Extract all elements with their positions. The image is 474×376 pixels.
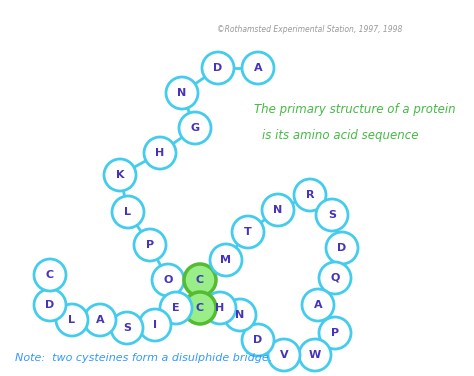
Text: D: D [213, 63, 223, 73]
Circle shape [299, 339, 331, 371]
Circle shape [104, 159, 136, 191]
Text: H: H [215, 303, 225, 313]
Text: I: I [153, 320, 157, 330]
Circle shape [56, 304, 88, 336]
Text: A: A [96, 315, 104, 325]
Text: Note:  two cysteines form a disulphide bridge.: Note: two cysteines form a disulphide br… [15, 353, 272, 363]
Text: A: A [314, 300, 322, 310]
Text: P: P [331, 328, 339, 338]
Text: O: O [164, 275, 173, 285]
Circle shape [232, 216, 264, 248]
Text: D: D [337, 243, 346, 253]
Text: D: D [254, 335, 263, 345]
Text: C: C [196, 275, 204, 285]
Circle shape [224, 299, 256, 331]
Circle shape [210, 244, 242, 276]
Circle shape [326, 232, 358, 264]
Circle shape [319, 317, 351, 349]
Text: S: S [328, 210, 336, 220]
Circle shape [204, 292, 236, 324]
Circle shape [268, 339, 300, 371]
Text: is its amino acid sequence: is its amino acid sequence [262, 129, 418, 141]
Circle shape [34, 259, 66, 291]
Circle shape [184, 264, 216, 296]
Text: E: E [172, 303, 180, 313]
Circle shape [262, 194, 294, 226]
Text: D: D [46, 300, 55, 310]
Text: G: G [191, 123, 200, 133]
Text: V: V [280, 350, 288, 360]
Text: L: L [125, 207, 131, 217]
Text: N: N [177, 88, 187, 98]
Circle shape [160, 292, 192, 324]
Circle shape [179, 112, 211, 144]
Text: T: T [244, 227, 252, 237]
Text: M: M [220, 255, 231, 265]
Circle shape [139, 309, 171, 341]
Circle shape [84, 304, 116, 336]
Circle shape [242, 52, 274, 84]
Circle shape [294, 179, 326, 211]
Circle shape [242, 324, 274, 356]
Text: ©Rothamsted Experimental Station, 1997, 1998: ©Rothamsted Experimental Station, 1997, … [217, 26, 403, 35]
Circle shape [144, 137, 176, 169]
Circle shape [111, 312, 143, 344]
Text: The primary structure of a protein: The primary structure of a protein [254, 103, 456, 117]
Text: N: N [236, 310, 245, 320]
Text: C: C [46, 270, 54, 280]
Text: Q: Q [330, 273, 340, 283]
Text: L: L [69, 315, 75, 325]
Circle shape [134, 229, 166, 261]
Circle shape [316, 199, 348, 231]
Circle shape [302, 289, 334, 321]
Text: P: P [146, 240, 154, 250]
Circle shape [152, 264, 184, 296]
Text: K: K [116, 170, 124, 180]
Circle shape [166, 77, 198, 109]
Text: R: R [306, 190, 314, 200]
Text: A: A [254, 63, 262, 73]
Circle shape [202, 52, 234, 84]
Text: N: N [273, 205, 283, 215]
Text: W: W [309, 350, 321, 360]
Circle shape [319, 262, 351, 294]
Text: S: S [123, 323, 131, 333]
Circle shape [112, 196, 144, 228]
Text: C: C [196, 303, 204, 313]
Circle shape [34, 289, 66, 321]
Text: H: H [155, 148, 164, 158]
Circle shape [184, 292, 216, 324]
